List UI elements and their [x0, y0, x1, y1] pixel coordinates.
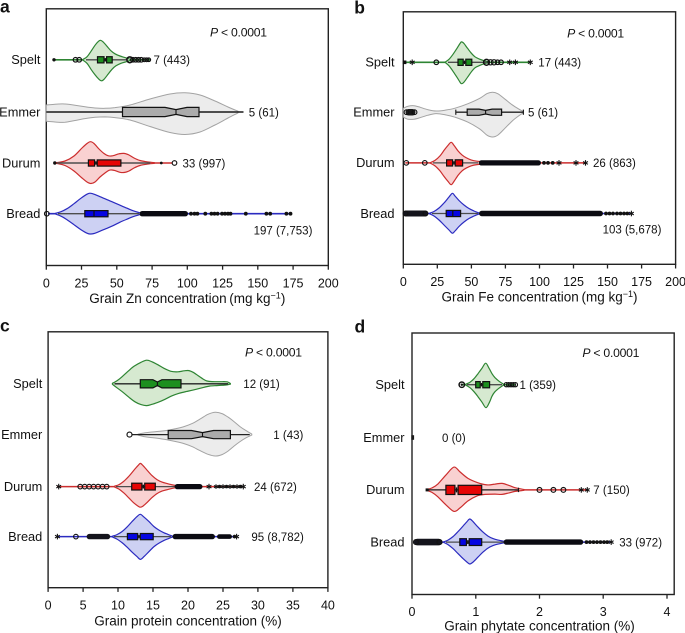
svg-text:40: 40	[321, 599, 335, 613]
svg-text:Spelt: Spelt	[13, 376, 43, 391]
svg-text:P < 0.0001: P < 0.0001	[567, 27, 624, 41]
svg-text:5 (61): 5 (61)	[249, 107, 279, 119]
svg-text:35: 35	[286, 599, 300, 613]
svg-text:75: 75	[498, 275, 512, 289]
svg-text:100: 100	[529, 275, 550, 289]
svg-text:25: 25	[216, 599, 230, 613]
svg-text:Durum: Durum	[2, 155, 40, 170]
svg-text:a: a	[0, 0, 10, 16]
svg-text:100: 100	[177, 276, 198, 290]
svg-text:0: 0	[43, 276, 50, 290]
svg-text:3: 3	[600, 605, 607, 619]
svg-text:b: b	[354, 0, 365, 18]
svg-text:17 (443): 17 (443)	[538, 58, 581, 70]
svg-text:Bread: Bread	[370, 534, 404, 549]
svg-text:1 (43): 1 (43)	[273, 430, 303, 442]
svg-text:150: 150	[247, 276, 268, 290]
svg-text:Grain phytate concentration (%: Grain phytate concentration (%)	[444, 618, 635, 633]
svg-text:c: c	[0, 316, 10, 336]
svg-text:0: 0	[45, 599, 52, 613]
svg-text:Grain Zn concentration (mg kg−: Grain Zn concentration (mg kg−1)	[89, 291, 285, 307]
svg-text:Durum: Durum	[4, 479, 42, 494]
svg-text:Emmer: Emmer	[353, 105, 395, 120]
svg-text:Spelt: Spelt	[365, 55, 395, 70]
svg-text:125: 125	[212, 276, 233, 290]
svg-text:50: 50	[464, 275, 478, 289]
svg-text:175: 175	[631, 275, 652, 289]
svg-text:75: 75	[145, 276, 159, 290]
svg-text:50: 50	[110, 276, 124, 290]
svg-text:10: 10	[111, 599, 125, 613]
svg-text:P < 0.0001: P < 0.0001	[210, 25, 267, 39]
svg-text:125: 125	[563, 275, 584, 289]
svg-text:197 (7,753): 197 (7,753)	[254, 225, 313, 237]
svg-text:1: 1	[472, 605, 479, 619]
svg-text:Spelt: Spelt	[375, 377, 405, 392]
svg-text:7 (150): 7 (150)	[593, 485, 630, 497]
svg-text:15: 15	[146, 599, 160, 613]
svg-text:Durum: Durum	[366, 482, 404, 497]
svg-text:5: 5	[80, 599, 87, 613]
svg-text:30: 30	[251, 599, 265, 613]
svg-text:d: d	[355, 317, 366, 337]
svg-text:25: 25	[75, 276, 89, 290]
svg-text:103 (5,678): 103 (5,678)	[603, 224, 662, 236]
svg-text:7 (443): 7 (443)	[154, 55, 191, 67]
svg-text:24 (672): 24 (672)	[254, 482, 297, 494]
svg-text:Bread: Bread	[360, 206, 394, 221]
svg-text:P < 0.0001: P < 0.0001	[245, 346, 302, 360]
svg-text:2: 2	[536, 605, 543, 619]
svg-text:26 (863): 26 (863)	[593, 158, 636, 170]
svg-text:33 (972): 33 (972)	[619, 537, 662, 549]
svg-text:Durum: Durum	[356, 155, 394, 170]
svg-text:Bread: Bread	[8, 529, 42, 544]
svg-text:20: 20	[181, 599, 195, 613]
svg-text:5 (61): 5 (61)	[528, 108, 558, 120]
svg-text:P < 0.0001: P < 0.0001	[582, 346, 639, 360]
svg-text:Grain Fe concentration (mg kg−: Grain Fe concentration (mg kg−1)	[441, 289, 637, 305]
svg-text:Bread: Bread	[6, 206, 40, 221]
svg-text:Emmer: Emmer	[1, 427, 43, 442]
svg-text:33 (997): 33 (997)	[183, 158, 226, 170]
svg-text:Grain protein concentration (%: Grain protein concentration (%)	[94, 614, 282, 629]
svg-text:12 (91): 12 (91)	[243, 379, 280, 391]
svg-text:0 (0): 0 (0)	[442, 433, 466, 445]
svg-text:1 (359): 1 (359)	[520, 380, 557, 392]
svg-text:150: 150	[597, 275, 618, 289]
svg-text:200: 200	[318, 276, 339, 290]
svg-text:0: 0	[400, 275, 407, 289]
svg-text:Emmer: Emmer	[0, 104, 41, 119]
svg-text:Emmer: Emmer	[363, 430, 405, 445]
svg-text:25: 25	[430, 275, 444, 289]
svg-text:95 (8,782): 95 (8,782)	[251, 532, 304, 544]
svg-text:4: 4	[664, 605, 671, 619]
svg-text:0: 0	[409, 605, 416, 619]
svg-text:200: 200	[665, 275, 685, 289]
svg-text:Spelt: Spelt	[11, 52, 41, 67]
svg-text:175: 175	[283, 276, 304, 290]
